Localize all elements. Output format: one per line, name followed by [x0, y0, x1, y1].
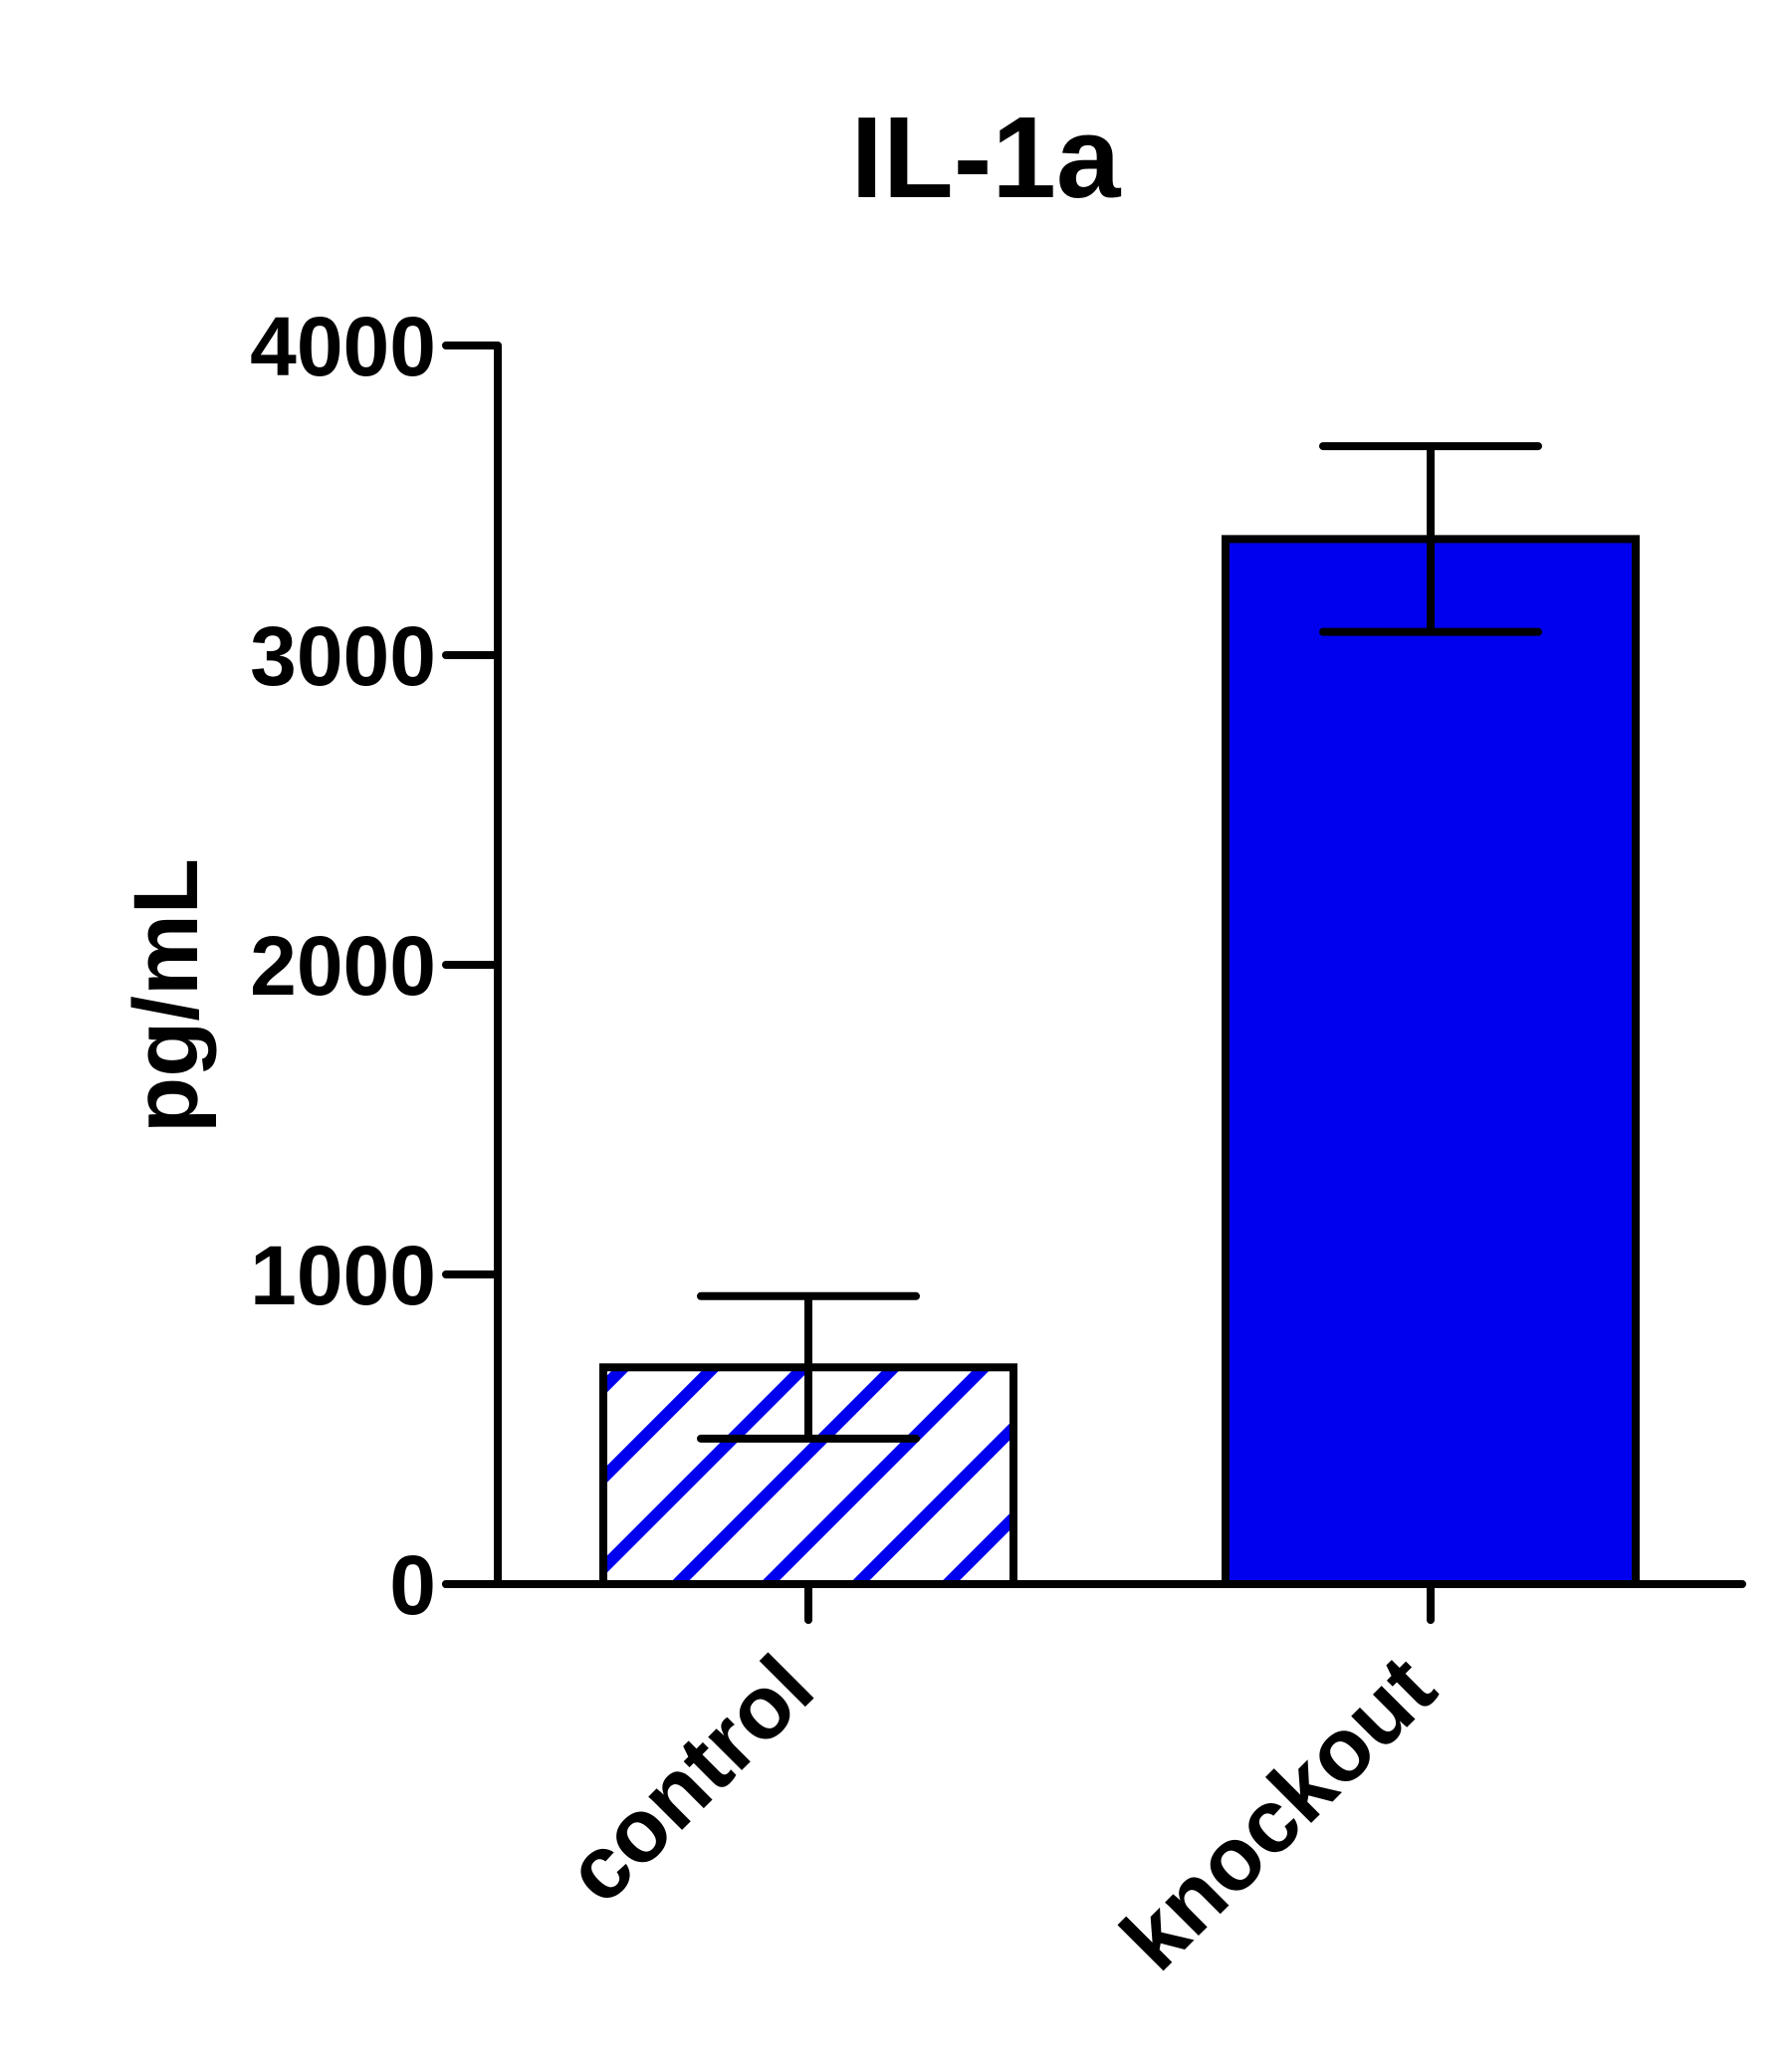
x-tick-label-control: control — [548, 1637, 832, 1922]
y-axis: 0 1000 2000 3000 4000 — [250, 300, 502, 1632]
y-tick-label: 3000 — [250, 609, 436, 703]
y-tick-label: 4000 — [250, 300, 436, 393]
bar-knockout — [1222, 535, 1640, 1588]
y-tick-label: 1000 — [250, 1229, 436, 1322]
y-tick-label: 0 — [389, 1538, 436, 1632]
error-bars-layer — [697, 442, 1542, 1443]
x-tick-label-knockout: knockout — [1103, 1637, 1456, 1989]
y-axis-label: pg/mL — [115, 858, 217, 1133]
error-bar-control — [697, 1291, 920, 1443]
x-axis: control knockout — [442, 1580, 1746, 1989]
bars-layer — [599, 535, 1640, 1589]
chart-title: IL-1a — [851, 93, 1122, 222]
y-tick-label: 2000 — [250, 919, 436, 1013]
error-bar-knockout — [1319, 442, 1542, 636]
